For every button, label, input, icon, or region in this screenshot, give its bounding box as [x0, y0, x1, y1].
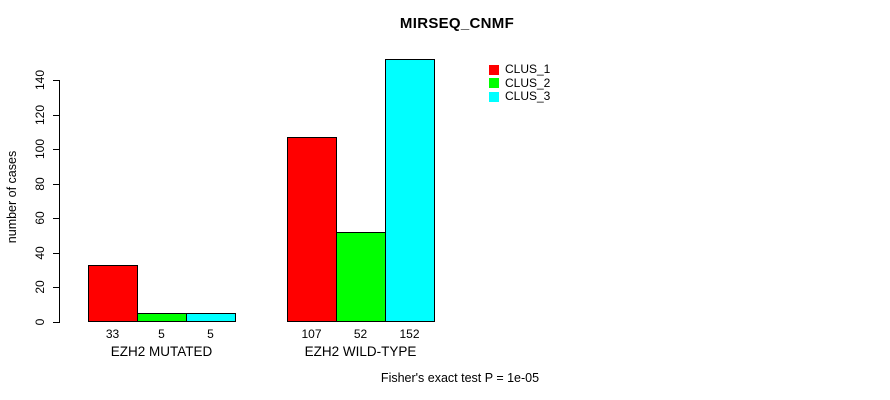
legend-swatch: [489, 64, 499, 75]
y-tick: [53, 322, 60, 323]
bar: [137, 313, 187, 322]
chart-title: MIRSEQ_CNMF: [399, 15, 515, 32]
y-axis-label: number of cases: [5, 150, 19, 244]
bar-value-label: 152: [399, 327, 420, 341]
legend-item: CLUS_2: [489, 75, 551, 91]
bar: [287, 137, 337, 322]
y-tick: [53, 149, 60, 150]
y-axis: [59, 80, 60, 322]
y-tick: [53, 184, 60, 185]
bar: [88, 265, 138, 322]
category-label: EZH2 WILD-TYPE: [304, 344, 417, 359]
legend-item: CLUS_3: [489, 89, 551, 104]
legend: CLUS_1 CLUS_2 CLUS_3: [489, 62, 551, 104]
bar-value-label: 33: [105, 327, 120, 341]
bar-value-label: 52: [353, 327, 368, 341]
legend-label: CLUS_3: [505, 89, 551, 103]
bar-value-label: 5: [158, 327, 165, 341]
y-tick-label: 20: [33, 280, 47, 294]
y-tick-label: 0: [33, 318, 47, 326]
legend-label: CLUS_1: [505, 62, 551, 76]
legend-swatch: [489, 78, 499, 89]
legend-item: CLUS_1: [489, 62, 551, 77]
y-tick: [53, 253, 60, 254]
y-tick: [53, 218, 60, 219]
bar-value-label: 107: [301, 327, 322, 341]
y-tick-label: 140: [33, 69, 47, 91]
y-tick: [53, 287, 60, 288]
category-label: EZH2 MUTATED: [110, 344, 213, 359]
y-tick-label: 100: [33, 138, 47, 160]
bar: [385, 59, 435, 322]
y-tick-label: 60: [33, 211, 47, 225]
bar: [336, 232, 386, 322]
bar-value-label: 5: [207, 327, 214, 341]
bar: [186, 313, 236, 322]
footer-annotation: Fisher's exact test P = 1e-05: [380, 371, 540, 385]
y-tick: [53, 80, 60, 81]
y-tick-label: 80: [33, 177, 47, 191]
legend-label: CLUS_2: [505, 75, 551, 90]
y-tick-label: 120: [33, 104, 47, 126]
y-tick-label: 40: [33, 246, 47, 260]
legend-swatch: [489, 91, 499, 102]
y-tick: [53, 115, 60, 116]
